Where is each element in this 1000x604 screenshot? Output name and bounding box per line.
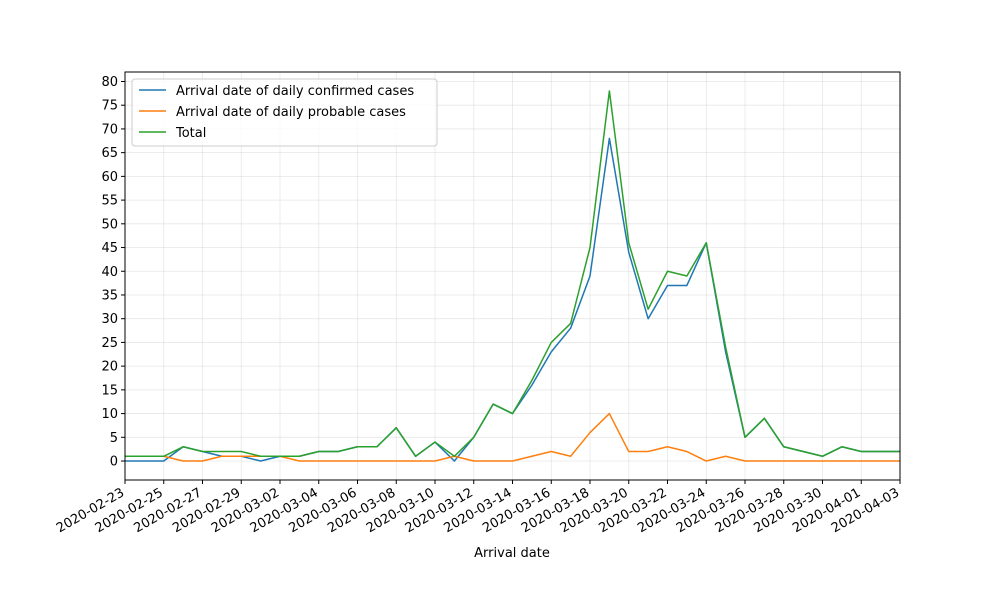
y-tick-label: 20 [101,360,118,375]
legend-label-probable: Arrival date of daily probable cases [176,105,406,120]
y-tick-label: 45 [101,241,118,256]
legend-label-total: Total [175,126,206,141]
legend-box [131,78,438,147]
y-tick-label: 40 [101,265,118,280]
y-tick-label: 65 [101,146,118,161]
y-tick-label: 50 [101,217,118,232]
y-tick-label: 25 [101,336,118,351]
y-tick-label: 30 [101,312,118,327]
y-tick-label: 35 [101,288,118,303]
y-tick-label: 80 [101,75,118,90]
y-tick-label: 5 [110,431,118,446]
series-lines [125,90,900,462]
y-axis-ticks: 0 5 10 15 20 25 30 35 40 45 50 55 60 65 70 75 80 [101,75,125,470]
y-tick-label: 70 [101,122,118,137]
y-tick-label: 10 [101,407,118,422]
y-tick-label: 75 [101,99,118,114]
legend: Arrival date of daily confirmed cases Ar… [131,78,438,147]
y-tick-label: 55 [101,194,118,209]
legend-label-confirmed: Arrival date of daily confirmed cases [176,84,414,99]
x-axis-title: Arrival date [474,546,550,561]
y-tick-label: 15 [101,383,118,398]
series-line-total [125,90,900,458]
y-tick-label: 0 [110,455,118,470]
series-line-probable [125,412,900,462]
grid-lines [124,72,901,480]
y-tick-label: 60 [101,170,118,185]
